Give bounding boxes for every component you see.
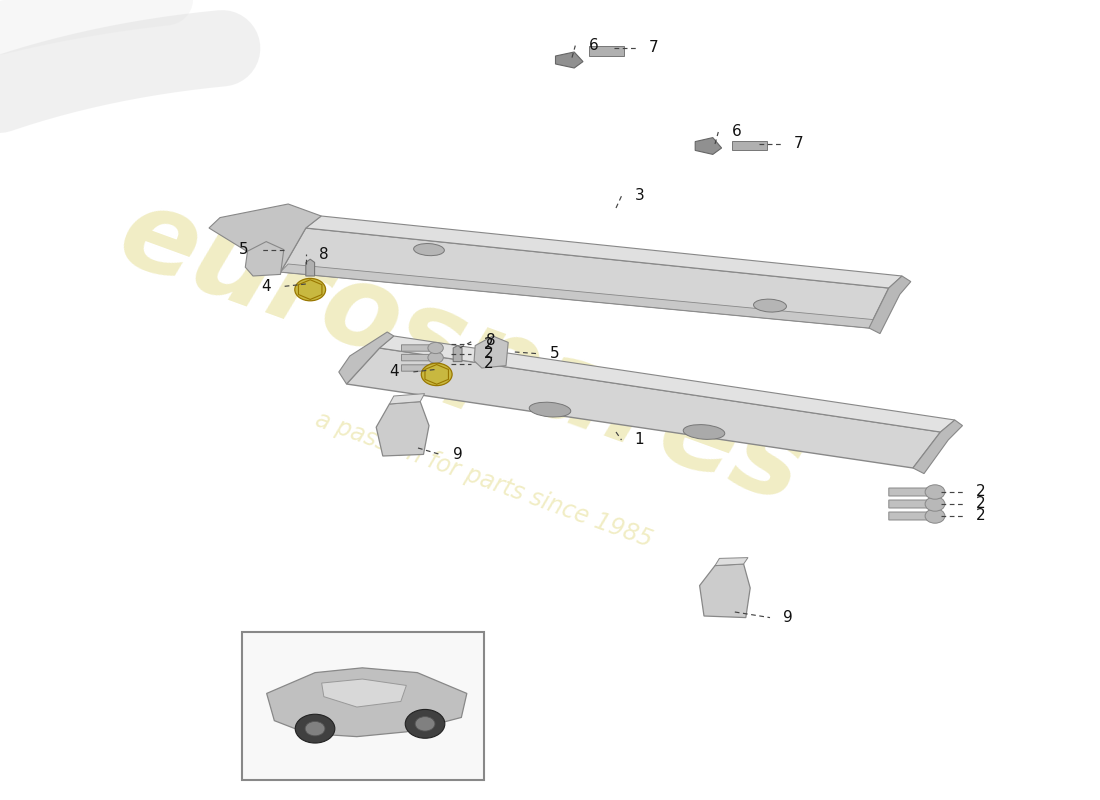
- Text: 8: 8: [486, 334, 496, 348]
- Polygon shape: [889, 512, 933, 520]
- Text: a passion for parts since 1985: a passion for parts since 1985: [312, 408, 656, 552]
- Text: 2: 2: [484, 346, 494, 361]
- Circle shape: [925, 497, 945, 511]
- Circle shape: [415, 717, 434, 731]
- Text: 9: 9: [453, 447, 463, 462]
- Polygon shape: [209, 204, 321, 272]
- Polygon shape: [695, 138, 722, 154]
- Polygon shape: [346, 348, 940, 468]
- Text: 3: 3: [635, 189, 645, 203]
- Text: 7: 7: [649, 41, 659, 55]
- Text: 4: 4: [389, 365, 399, 379]
- Ellipse shape: [529, 402, 571, 417]
- Polygon shape: [402, 345, 434, 351]
- Polygon shape: [389, 394, 425, 404]
- Text: 4: 4: [261, 279, 271, 294]
- Polygon shape: [339, 332, 394, 384]
- Text: eurospares: eurospares: [104, 177, 820, 527]
- Polygon shape: [453, 346, 462, 362]
- Polygon shape: [280, 228, 889, 328]
- Text: 2: 2: [976, 485, 986, 499]
- Polygon shape: [379, 336, 955, 432]
- Text: 2: 2: [484, 337, 494, 351]
- Polygon shape: [376, 402, 429, 456]
- Bar: [732, 141, 767, 150]
- Circle shape: [305, 722, 324, 736]
- Polygon shape: [245, 242, 284, 276]
- Circle shape: [405, 710, 444, 738]
- Polygon shape: [889, 488, 933, 496]
- Polygon shape: [889, 500, 933, 508]
- Text: 8: 8: [319, 247, 329, 262]
- Text: 9: 9: [783, 610, 793, 625]
- Text: 6: 6: [732, 125, 741, 139]
- Polygon shape: [715, 558, 748, 566]
- Text: 7: 7: [794, 137, 804, 151]
- Ellipse shape: [414, 243, 444, 256]
- Circle shape: [428, 342, 443, 354]
- Polygon shape: [556, 52, 583, 68]
- Circle shape: [925, 485, 945, 499]
- Text: 6: 6: [588, 38, 598, 53]
- Text: 1: 1: [635, 433, 645, 447]
- Ellipse shape: [754, 299, 786, 312]
- Polygon shape: [913, 420, 962, 474]
- Text: 2: 2: [976, 509, 986, 523]
- Polygon shape: [474, 336, 508, 368]
- Polygon shape: [321, 679, 406, 707]
- Circle shape: [428, 362, 443, 374]
- Text: 2: 2: [484, 357, 494, 371]
- Bar: [588, 46, 624, 56]
- Circle shape: [295, 714, 334, 743]
- Polygon shape: [306, 216, 902, 288]
- Polygon shape: [402, 354, 434, 361]
- Polygon shape: [869, 276, 911, 334]
- Circle shape: [421, 363, 452, 386]
- Text: 2: 2: [976, 497, 986, 511]
- Ellipse shape: [683, 425, 725, 439]
- Circle shape: [925, 509, 945, 523]
- Circle shape: [428, 352, 443, 363]
- Polygon shape: [266, 668, 466, 737]
- Circle shape: [295, 278, 326, 301]
- Polygon shape: [402, 365, 434, 371]
- Text: 5: 5: [239, 242, 249, 257]
- Polygon shape: [306, 259, 315, 276]
- Text: 5: 5: [550, 346, 560, 361]
- Bar: [242, 632, 484, 780]
- Polygon shape: [280, 264, 878, 328]
- Polygon shape: [700, 564, 750, 618]
